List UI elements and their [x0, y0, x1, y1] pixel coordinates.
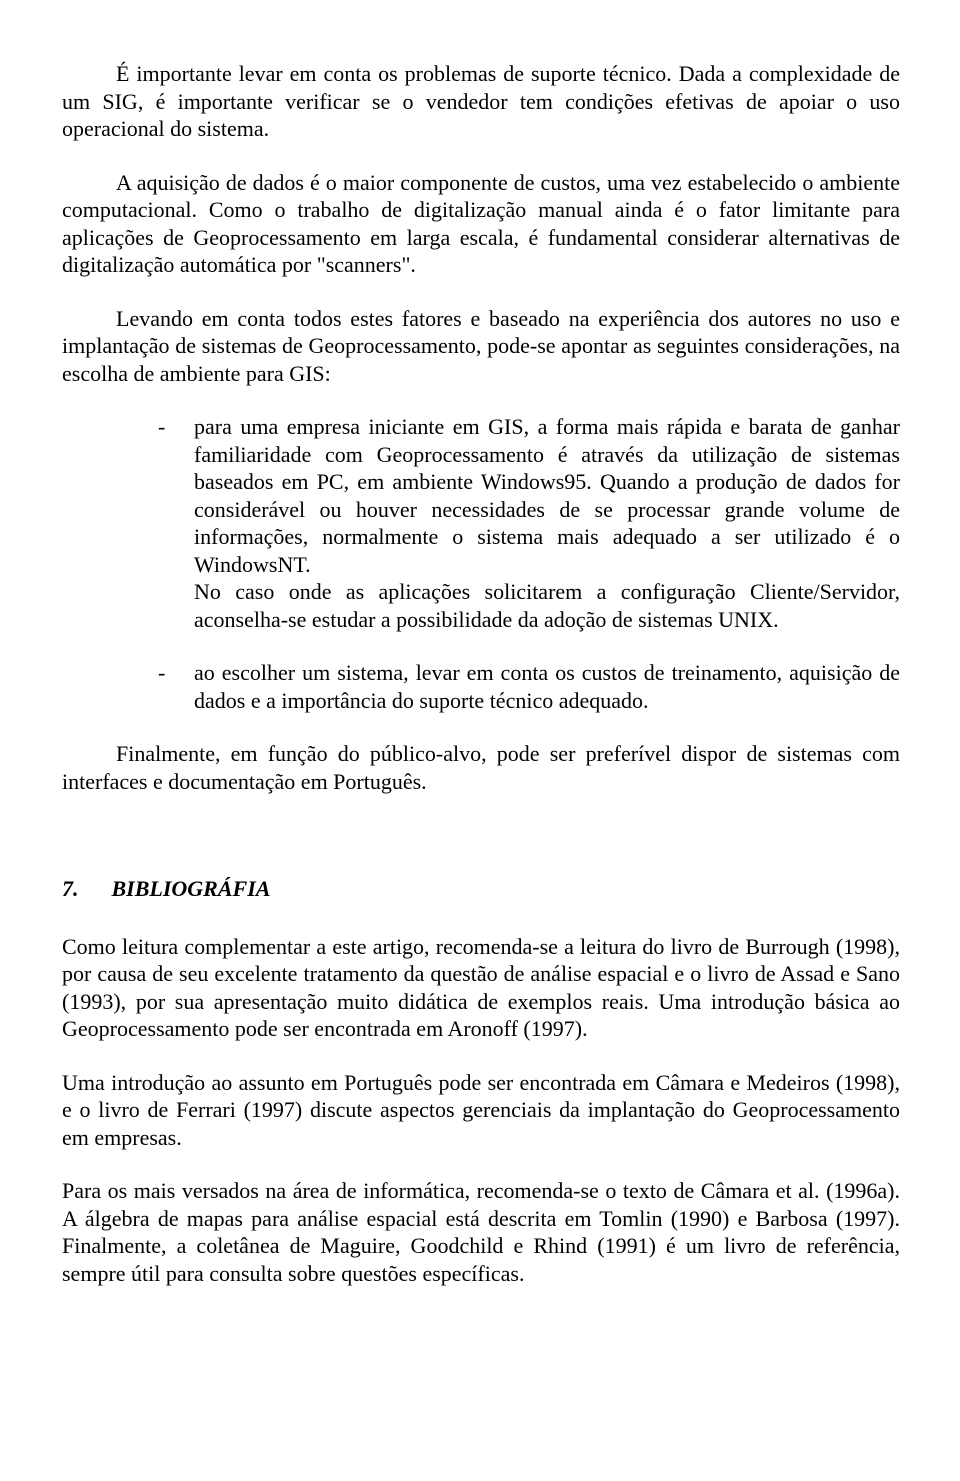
paragraph-1: É importante levar em conta os problemas… — [62, 60, 900, 143]
paragraph-5: Como leitura complementar a este artigo,… — [62, 933, 900, 1043]
list-item: - para uma empresa iniciante em GIS, a f… — [158, 413, 900, 633]
list-item: - ao escolher um sistema, levar em conta… — [158, 659, 900, 714]
list-item-text: para uma empresa iniciante em GIS, a for… — [194, 414, 900, 577]
list-item-text: ao escolher um sistema, levar em conta o… — [194, 660, 900, 713]
bullet-list: - para uma empresa iniciante em GIS, a f… — [62, 413, 900, 714]
paragraph-3: Levando em conta todos estes fatores e b… — [62, 305, 900, 388]
section-title: BIBLIOGRÁFIA — [112, 876, 271, 901]
paragraph-2: A aquisição de dados é o maior component… — [62, 169, 900, 279]
paragraphs-7: Para os mais versados na área de informá… — [62, 1177, 900, 1287]
list-item-continuation: No caso onde as aplicações solicitarem a… — [194, 578, 900, 633]
section-heading: 7. BIBLIOGRÁFIA — [62, 875, 900, 903]
bullet-icon: - — [158, 413, 165, 441]
paragraph-4: Finalmente, em função do público-alvo, p… — [62, 740, 900, 795]
bullet-icon: - — [158, 659, 165, 687]
paragraph-6: Uma introdução ao assunto em Português p… — [62, 1069, 900, 1152]
section-number: 7. — [62, 876, 79, 901]
